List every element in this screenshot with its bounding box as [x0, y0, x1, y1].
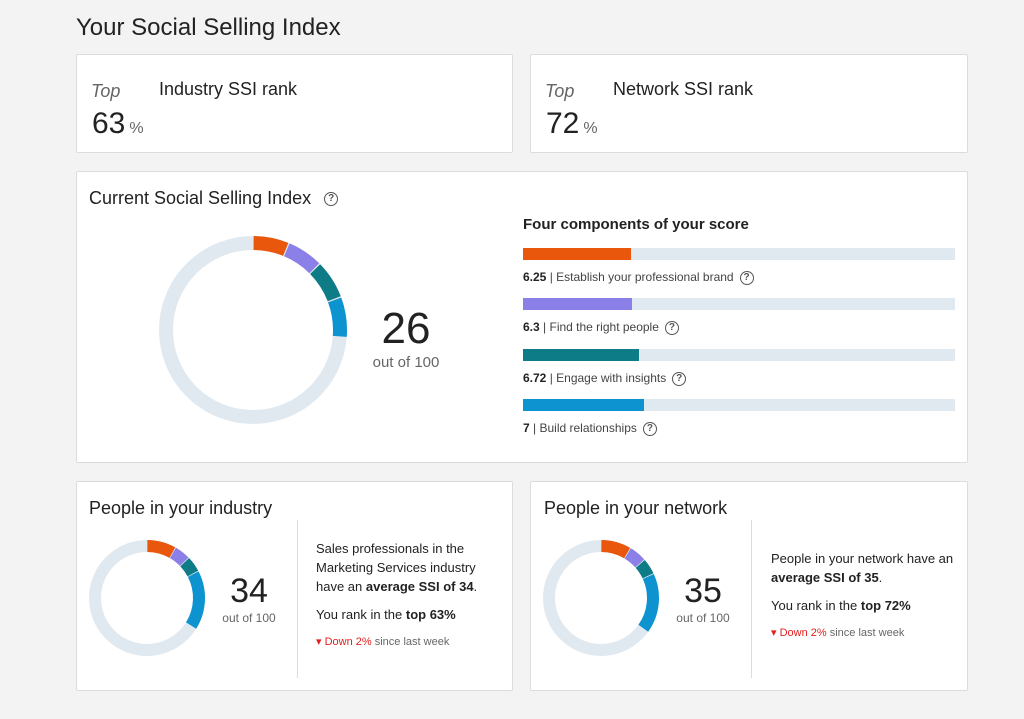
donut-segment — [180, 558, 199, 577]
industry-score-block: 34 out of 100 — [215, 572, 283, 625]
industry-rank-unit: % — [129, 120, 144, 137]
divider — [751, 520, 752, 678]
donut-track — [159, 236, 347, 424]
component-insights: 6.72 | Engage with insights? — [523, 349, 955, 386]
component-name: Build relationships — [539, 421, 637, 435]
industry-rank-top-label: Top — [91, 81, 121, 101]
industry-description: Sales professionals in the Marketing Ser… — [316, 539, 502, 652]
down-arrow-icon: ▾ — [771, 627, 777, 639]
donut-segment — [283, 243, 320, 274]
network-rank-unit: % — [583, 120, 598, 137]
industry-rank-value-wrap: 63% — [92, 107, 144, 141]
network-donut — [543, 540, 659, 656]
component-relationships: 7 | Build relationships? — [523, 399, 955, 436]
donut-segment — [624, 548, 645, 568]
component-name: Engage with insights — [556, 371, 667, 385]
help-icon[interactable]: ? — [642, 421, 657, 436]
component-label: 7 | Build relationships? — [523, 421, 955, 436]
component-value: 7 — [523, 421, 530, 435]
help-icon[interactable]: ? — [324, 192, 339, 207]
industry-rank-title: Industry SSI rank — [159, 79, 298, 99]
network-title: People in your network — [544, 498, 728, 518]
network-trend: ▾ Down 2% since last week — [771, 624, 957, 643]
donut-segment — [327, 297, 347, 337]
industry-rank-card: Top Industry SSI rank 63% — [76, 54, 513, 153]
donut-segment — [185, 571, 205, 629]
current-score-outof: out of 100 — [372, 354, 440, 371]
industry-title: People in your industry — [89, 498, 273, 518]
divider — [297, 520, 298, 678]
component-name: Find the right people — [549, 320, 659, 334]
industry-score: 34 — [230, 572, 268, 610]
component-fill — [523, 248, 631, 260]
component-fill — [523, 349, 640, 361]
component-track — [523, 349, 955, 361]
network-avg-text: People in your network have an average S… — [771, 551, 954, 585]
industry-rank-value: 63 — [92, 107, 126, 140]
industry-score-outof: out of 100 — [222, 611, 276, 625]
network-rank-title: Network SSI rank — [613, 79, 754, 99]
component-label: 6.3 | Find the right people? — [523, 320, 955, 335]
component-value: 6.25 — [523, 270, 547, 284]
donut-segment — [253, 236, 289, 256]
industry-trend-value: Down 2% — [324, 636, 372, 648]
component-label: 6.72 | Engage with insights? — [523, 371, 955, 386]
industry-trend: ▾ Down 2% since last week — [316, 633, 502, 652]
network-rank-text: You rank in the top 72% — [771, 598, 911, 613]
current-score: 26 — [381, 304, 431, 353]
industry-rank-text: You rank in the top 63% — [316, 607, 456, 622]
help-icon[interactable]: ? — [664, 320, 679, 335]
industry-card: People in your industry 34 out of 100 Sa… — [76, 481, 513, 691]
down-arrow-icon: ▾ — [316, 636, 322, 648]
current-ssi-donut — [159, 236, 347, 424]
industry-donut — [89, 540, 205, 656]
donut-segment — [638, 574, 659, 632]
component-track — [523, 248, 955, 260]
network-rank-top-label: Top — [545, 81, 575, 101]
network-trend-rest: since last week — [829, 627, 905, 639]
page-title: Your Social Selling Index — [76, 14, 341, 41]
components-title: Four components of your score — [523, 216, 749, 233]
current-ssi-title: Current Social Selling Index — [89, 188, 312, 208]
component-fill — [523, 298, 632, 310]
industry-trend-rest: since last week — [374, 636, 450, 648]
help-icon[interactable]: ? — [739, 270, 754, 285]
component-value: 6.3 — [523, 320, 540, 334]
network-trend-value: Down 2% — [779, 627, 827, 639]
network-score-outof: out of 100 — [676, 611, 730, 625]
component-people: 6.3 | Find the right people? — [523, 298, 955, 335]
component-track — [523, 298, 955, 310]
donut-segment — [635, 559, 654, 579]
industry-avg-text: Sales professionals in the Marketing Ser… — [316, 541, 478, 594]
component-value: 6.72 — [523, 371, 547, 385]
network-score: 35 — [684, 572, 722, 610]
donut-segment — [169, 547, 189, 566]
network-score-block: 35 out of 100 — [669, 572, 737, 625]
component-fill — [523, 399, 644, 411]
donut-segment — [147, 540, 176, 558]
network-rank-card: Top Network SSI rank 72% — [530, 54, 968, 153]
component-name: Establish your professional brand — [556, 270, 734, 284]
network-description: People in your network have an average S… — [771, 549, 957, 643]
current-ssi-card: Current Social Selling Index ? 26 out of… — [76, 171, 968, 463]
current-ssi-title-wrap: Current Social Selling Index ? — [89, 188, 339, 209]
current-score-block: 26 out of 100 — [363, 304, 449, 371]
donut-segment — [309, 264, 341, 302]
donut-segment — [601, 540, 631, 559]
help-icon[interactable]: ? — [672, 371, 687, 386]
network-rank-value: 72 — [546, 107, 580, 140]
network-card: People in your network 35 out of 100 Peo… — [530, 481, 968, 691]
component-brand: 6.25 | Establish your professional brand… — [523, 248, 955, 285]
component-label: 6.25 | Establish your professional brand… — [523, 270, 955, 285]
network-rank-value-wrap: 72% — [546, 107, 598, 141]
component-track — [523, 399, 955, 411]
